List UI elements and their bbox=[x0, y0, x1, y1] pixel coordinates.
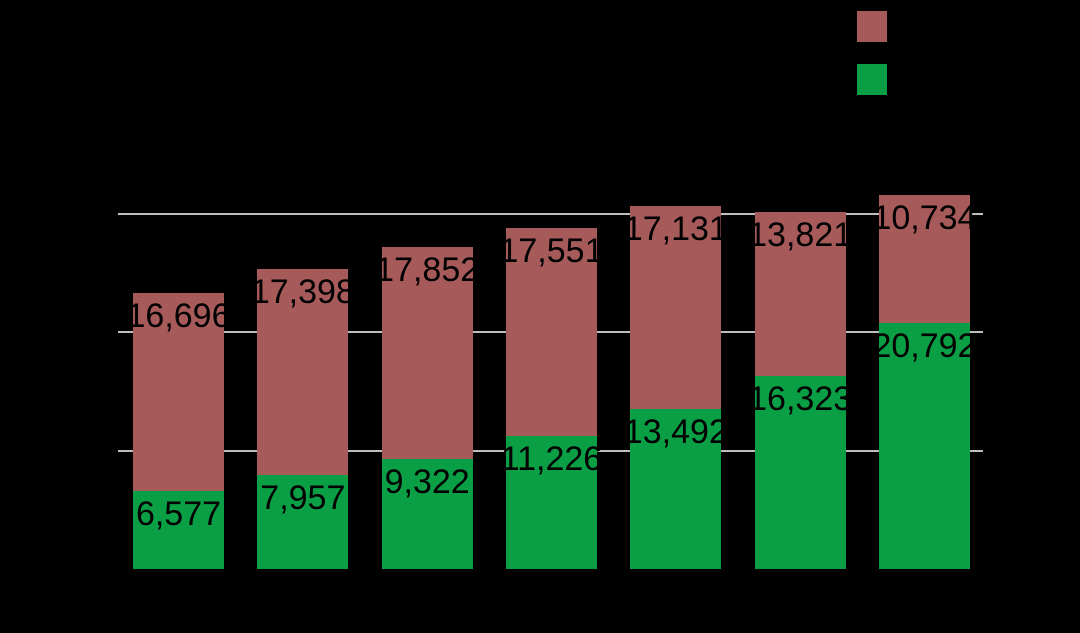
gridline-30000 bbox=[118, 212, 983, 215]
bar-6-red-value-label: 13,821 bbox=[748, 215, 853, 254]
bar-4-red-value-label: 17,551 bbox=[499, 232, 604, 271]
bar-5-red-value-label: 17,131 bbox=[623, 210, 728, 249]
legend-swatch-red bbox=[857, 11, 887, 42]
bar-6-green-value-label: 16,323 bbox=[748, 379, 853, 418]
bar-1-red-segment bbox=[133, 293, 224, 492]
bar-5-green-segment bbox=[630, 409, 722, 570]
bar-7-red-value-label: 10,734 bbox=[872, 199, 977, 238]
bar-2-red-segment bbox=[257, 268, 349, 475]
bar-5-red-segment bbox=[630, 206, 722, 410]
bar-2-red-value-label: 17,398 bbox=[250, 272, 355, 311]
bar-6-green-segment bbox=[754, 375, 846, 570]
legend bbox=[857, 11, 887, 95]
bar-3-green-segment bbox=[381, 458, 473, 570]
bar-3-red-segment bbox=[381, 247, 473, 459]
bar-4-green-segment bbox=[505, 436, 597, 570]
legend-swatch-green bbox=[857, 64, 887, 95]
bar-7-red-segment bbox=[878, 195, 970, 323]
bar-1-green-segment bbox=[133, 491, 224, 570]
bar-3-green-value-label: 9,322 bbox=[384, 462, 470, 501]
bar-1-green-value-label: 6,577 bbox=[135, 495, 222, 534]
bar-6-red-segment bbox=[754, 211, 846, 376]
bar-2-green-value-label: 7,957 bbox=[260, 478, 346, 517]
bar-1-red-value-label: 16,696 bbox=[126, 297, 231, 336]
bar-5-green-value-label: 13,492 bbox=[623, 413, 728, 452]
bar-7-green-value-label: 20,792 bbox=[872, 326, 977, 365]
bar-2-green-segment bbox=[257, 474, 349, 570]
bar-3-red-value-label: 17,852 bbox=[375, 251, 480, 290]
bar-4-green-value-label: 11,226 bbox=[500, 440, 603, 479]
bar-7-green-segment bbox=[878, 322, 970, 570]
bar-4-red-segment bbox=[505, 228, 597, 437]
